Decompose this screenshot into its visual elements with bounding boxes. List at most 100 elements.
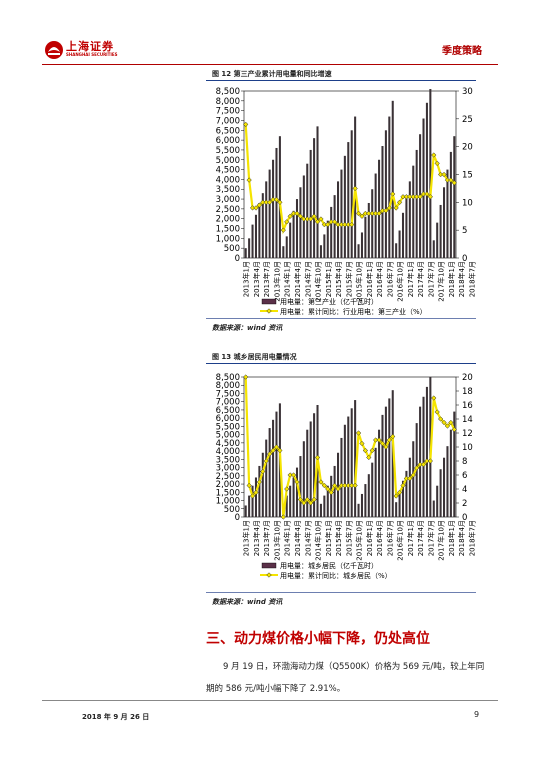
y-right-tick-label: 10	[462, 198, 473, 208]
y-left-tick-label: 3,000	[216, 464, 240, 474]
growth-point	[331, 219, 338, 225]
x-tick-label: 2018年1月	[447, 261, 456, 297]
x-tick-label: 2013年4月	[252, 520, 261, 556]
y-left-tick-label: 7,500	[216, 107, 240, 117]
growth-point	[383, 208, 389, 214]
figure-12-source: 数据来源：wind 资讯	[212, 324, 283, 332]
bar	[319, 245, 322, 258]
figure-13-bottom-rule	[206, 592, 476, 593]
y-left-tick-label: 500	[224, 244, 240, 254]
y-left-tick-label: 5,500	[216, 422, 240, 432]
bar	[323, 495, 326, 517]
x-tick-label: 2014年10月	[314, 261, 323, 302]
growth-point	[266, 451, 273, 457]
growth-point	[349, 221, 355, 228]
growth-point	[290, 472, 297, 478]
y-right-tick-label: 30	[462, 87, 473, 97]
growth-point	[444, 423, 451, 429]
growth-point	[253, 489, 259, 496]
growth-point	[427, 194, 434, 200]
bar	[354, 400, 357, 517]
growth-point	[318, 479, 324, 485]
bar	[350, 130, 353, 258]
y-left-tick-label: 6,000	[216, 136, 240, 146]
growth-point	[311, 213, 317, 219]
y-left-tick-label: 2,500	[216, 472, 240, 482]
x-tick-label: 2015年7月	[344, 520, 353, 556]
bar	[272, 419, 275, 517]
x-tick-label: 2013年10月	[272, 520, 281, 561]
bar	[254, 214, 257, 258]
bar	[350, 408, 353, 517]
bar	[357, 503, 360, 517]
y-left-tick-label: 2,500	[216, 205, 240, 215]
legend-bar-swatch	[261, 562, 277, 569]
growth-point	[273, 444, 280, 450]
y-left-tick-label: 4,000	[216, 175, 240, 185]
growth-point	[451, 426, 457, 433]
bar	[384, 130, 387, 258]
x-tick-label: 2014年1月	[283, 261, 292, 297]
x-tick-label: 2014年7月	[303, 261, 312, 297]
bar	[408, 457, 411, 517]
x-tick-label: 2015年4月	[334, 520, 343, 556]
bar	[275, 411, 278, 517]
y-left-tick-label: 4,500	[216, 166, 240, 176]
x-tick-label: 2014年4月	[293, 261, 302, 297]
growth-point	[362, 447, 369, 454]
y-left-tick-label: 1,000	[216, 234, 240, 244]
y-left-tick-label: 6,000	[216, 414, 240, 424]
growth-point	[318, 216, 324, 222]
growth-point	[331, 482, 338, 489]
growth-point	[437, 416, 444, 422]
bar	[371, 189, 374, 258]
page-number: 9	[474, 710, 480, 719]
growth-point	[328, 489, 334, 496]
y-left-tick-label: 5,500	[216, 146, 240, 156]
x-tick-label: 2018年1月	[447, 520, 456, 556]
growth-point	[256, 202, 263, 208]
bar	[374, 447, 377, 517]
growth-point	[355, 210, 362, 217]
y-left-tick-label: 1,500	[216, 488, 240, 498]
growth-point	[314, 219, 321, 225]
y-left-tick-label: 1,000	[216, 497, 240, 507]
x-tick-label: 2018年7月	[467, 520, 476, 556]
bar	[412, 441, 415, 517]
y-left-tick-label: 7,000	[216, 398, 240, 408]
legend-bar-label: 用电量：城乡居民（亿千瓦时）	[280, 561, 378, 570]
growth-point	[297, 213, 304, 219]
bar	[347, 142, 350, 258]
bar	[343, 424, 346, 517]
x-tick-label: 2013年1月	[242, 261, 251, 297]
bar	[446, 446, 449, 517]
section-heading: 三、动力煤价格小幅下降，仍处高位	[206, 631, 430, 647]
bar	[367, 474, 370, 517]
y-right-tick-label: 16	[462, 401, 473, 411]
legend-line-label: 用电量：累计同比：城乡居民（%）	[280, 571, 392, 580]
growth-point	[379, 440, 386, 447]
growth-point	[410, 472, 416, 478]
y-right-tick-label: 12	[462, 429, 473, 439]
bar	[381, 414, 384, 517]
bar	[254, 477, 257, 517]
growth-point	[383, 444, 389, 450]
bar	[398, 492, 401, 517]
y-left-tick-label: 8,500	[216, 87, 240, 97]
bar	[285, 495, 288, 517]
y-right-tick-label: 5	[462, 226, 467, 236]
bar	[347, 416, 350, 517]
bar	[443, 457, 446, 517]
growth-point	[396, 489, 403, 496]
bar	[378, 429, 381, 517]
footer-date: 2018 年 9 月 26 日	[82, 713, 150, 721]
logo-subtext: SHANGHAI SECURITIES	[66, 52, 118, 57]
bar	[337, 452, 340, 517]
growth-point	[277, 199, 283, 205]
y-right-tick-label: 15	[462, 171, 473, 181]
growth-point	[308, 500, 314, 506]
growth-point	[359, 213, 365, 219]
growth-point	[335, 486, 341, 492]
growth-point	[359, 440, 365, 447]
bar	[425, 386, 428, 517]
